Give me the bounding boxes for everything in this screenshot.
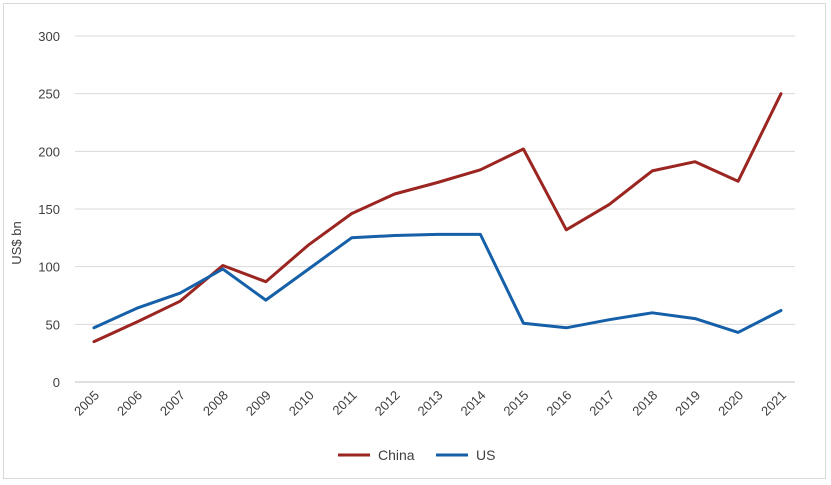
x-tick-label: 2011 [329, 388, 359, 418]
x-tick-label: 2021 [758, 388, 789, 419]
x-tick-label: 2012 [372, 388, 403, 419]
x-tick-label: 2014 [458, 388, 489, 419]
x-tick-label: 2008 [200, 388, 231, 419]
y-tick-label: 0 [53, 375, 60, 390]
y-tick-label: 300 [38, 29, 60, 44]
x-tick-label: 2009 [243, 388, 274, 419]
x-tick-label: 2019 [672, 388, 703, 419]
legend: China US [338, 447, 495, 463]
gridlines [75, 35, 795, 383]
legend-label: China [378, 447, 415, 463]
y-tick-label: 100 [38, 260, 60, 275]
x-tick-label: 2007 [157, 388, 188, 419]
x-tick-label: 2020 [715, 388, 746, 419]
x-tick-label: 2006 [114, 388, 145, 419]
y-tick-label: 200 [38, 144, 60, 159]
legend-item-us: US [436, 447, 495, 463]
y-tick-label: 250 [38, 87, 60, 102]
x-tick-label: 2017 [586, 388, 617, 419]
x-tick-label: 2015 [500, 388, 531, 419]
x-tick-label: 2010 [286, 388, 317, 419]
series-lines [92, 92, 783, 344]
x-tick-label: 2018 [629, 388, 660, 419]
y-tick-label: 150 [38, 202, 60, 217]
x-tick-label: 2005 [71, 388, 102, 419]
y-tick-label: 50 [46, 317, 60, 332]
x-tick-label: 2016 [543, 388, 574, 419]
legend-label: US [476, 447, 495, 463]
x-axis-ticks: 2005 2006 2007 2008 2009 2010 2011 2012 2013 2014… [71, 388, 789, 419]
series-line-us [92, 232, 783, 334]
y-axis-ticks: 0 50 100 150 200 250 300 [38, 29, 60, 390]
x-tick-label: 2013 [415, 388, 446, 419]
y-axis-label: US$ bn [9, 221, 24, 264]
legend-item-china: China [338, 447, 415, 463]
series-line-china [92, 92, 783, 344]
chart-frame: 0 50 100 150 200 250 300 2005 2006 2007 2008 2009 2… [3, 3, 826, 479]
